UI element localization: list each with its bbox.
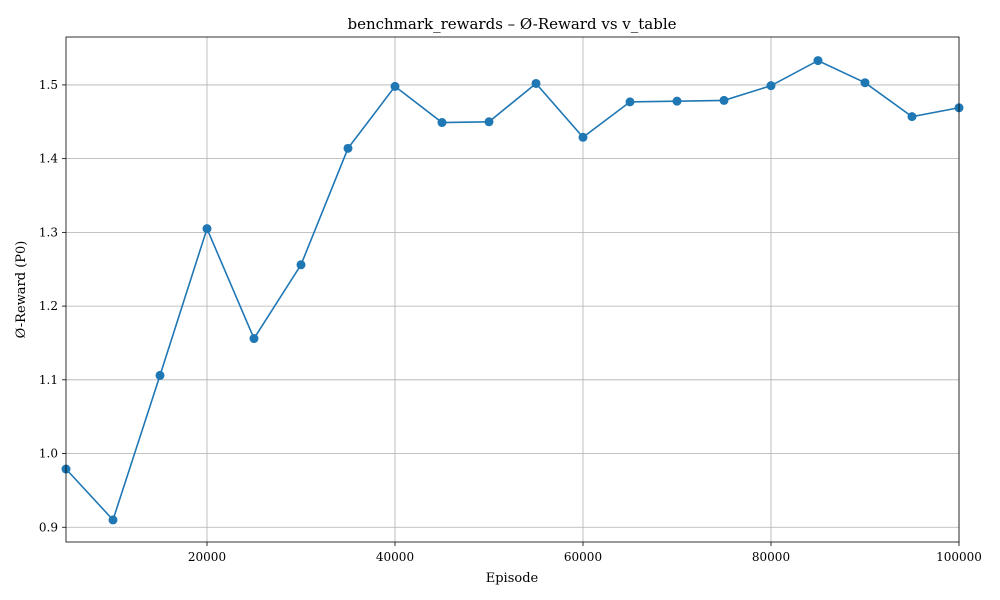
data-point — [531, 78, 541, 88]
data-point — [766, 81, 776, 91]
series-layer — [61, 56, 964, 525]
x-tick-label: 80000 — [752, 550, 790, 564]
x-tick-label: 60000 — [564, 550, 602, 564]
ticks: 20000 40000 60000 80000 100000 0.9 1.0 1.1 1.2 1.… — [39, 78, 982, 564]
x-tick-label: 20000 — [188, 550, 226, 564]
y-tick-label: 1.3 — [39, 225, 58, 239]
x-tick-label: 100000 — [936, 550, 982, 564]
x-tick-label: 40000 — [376, 550, 414, 564]
data-point — [437, 118, 447, 128]
data-point — [625, 97, 635, 107]
data-point — [155, 370, 165, 380]
data-point — [578, 132, 588, 142]
y-tick-label: 1.0 — [39, 447, 58, 461]
y-tick-label: 0.9 — [39, 520, 58, 534]
data-point — [672, 96, 682, 106]
data-point — [484, 117, 494, 127]
data-point — [719, 95, 729, 105]
data-point — [813, 56, 823, 66]
data-point — [249, 334, 259, 344]
data-point — [108, 515, 118, 525]
data-point — [860, 78, 870, 88]
y-axis-label: Ø-Reward (P0) — [14, 241, 29, 339]
x-axis-label: Episode — [486, 571, 539, 586]
data-point — [907, 112, 917, 122]
series-line — [65, 59, 960, 522]
grid — [66, 37, 960, 542]
plot-area — [65, 36, 960, 543]
data-point — [202, 224, 212, 234]
data-point — [343, 143, 353, 153]
y-tick-label: 1.4 — [39, 152, 58, 166]
y-tick-label: 1.2 — [39, 299, 58, 313]
data-point — [296, 260, 306, 270]
y-tick-label: 1.1 — [39, 373, 58, 387]
data-point — [390, 81, 400, 91]
y-tick-label: 1.5 — [39, 78, 58, 92]
chart-title: benchmark_rewards – Ø-Reward vs v_table — [347, 15, 676, 33]
